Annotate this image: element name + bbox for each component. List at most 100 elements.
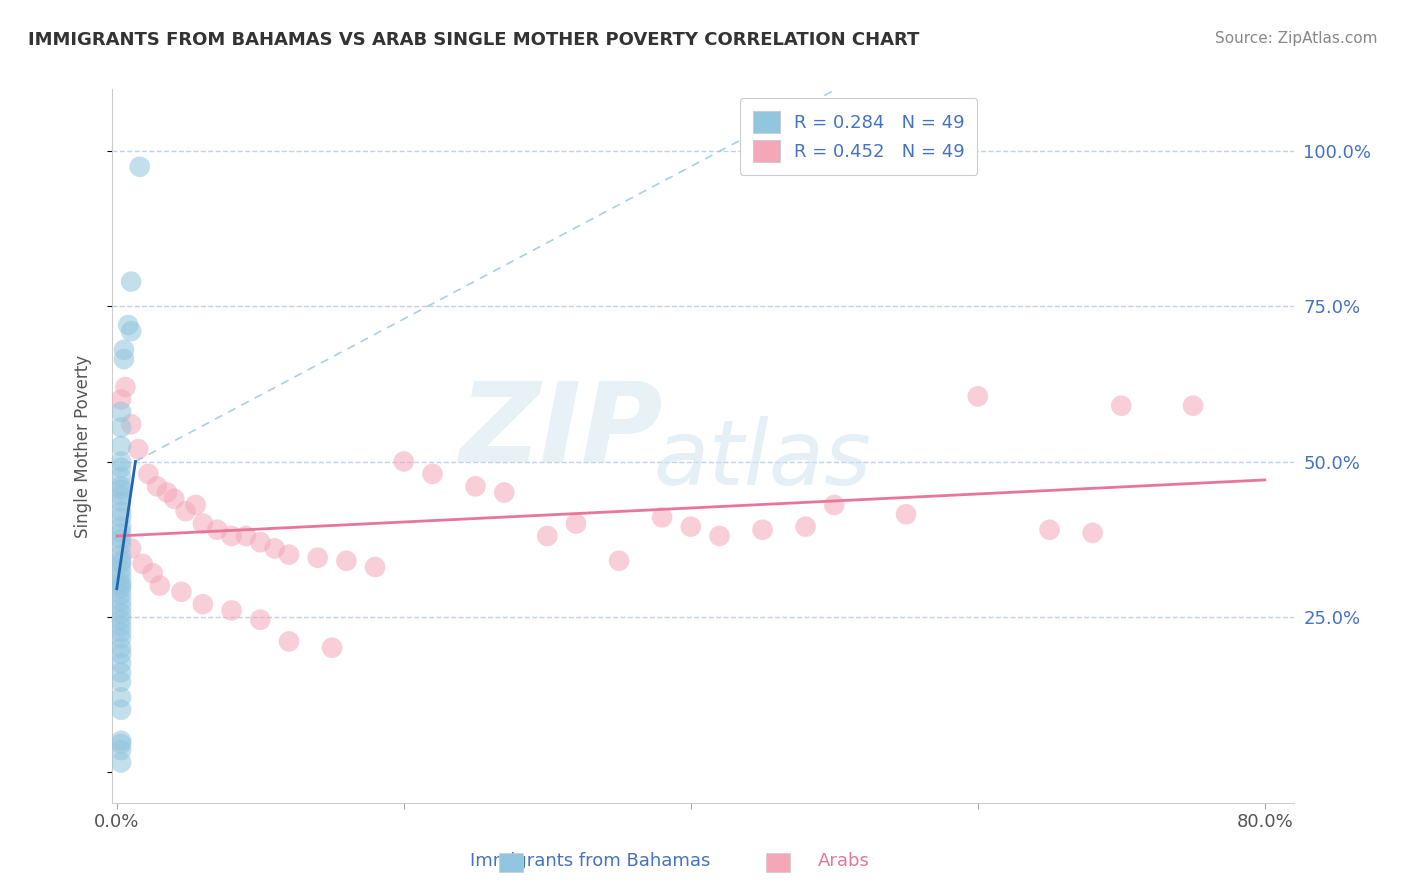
Text: ZIP: ZIP xyxy=(460,378,664,485)
Point xyxy=(607,554,630,568)
Point xyxy=(110,392,132,407)
Point xyxy=(894,508,917,522)
Point xyxy=(709,529,731,543)
Point xyxy=(1182,399,1205,413)
Point xyxy=(184,498,207,512)
Point xyxy=(1081,525,1104,540)
Point xyxy=(823,498,845,512)
Point xyxy=(207,523,229,537)
Point xyxy=(110,625,132,640)
Point xyxy=(565,516,588,531)
Point xyxy=(966,389,988,403)
Point xyxy=(1038,523,1060,537)
Point xyxy=(110,619,132,633)
Point xyxy=(249,535,271,549)
Point xyxy=(142,566,165,581)
Point xyxy=(263,541,285,556)
Point xyxy=(170,584,193,599)
Point xyxy=(110,454,132,468)
Point xyxy=(307,550,329,565)
Point xyxy=(679,519,702,533)
Point xyxy=(110,504,132,518)
Point xyxy=(110,582,132,596)
Point xyxy=(110,483,132,497)
Point xyxy=(156,485,179,500)
Point xyxy=(1111,399,1133,413)
Point xyxy=(794,519,817,533)
Point xyxy=(110,510,132,524)
Point xyxy=(138,467,160,481)
Point xyxy=(110,479,132,493)
Point xyxy=(110,600,132,615)
Point xyxy=(278,548,301,562)
Point xyxy=(392,454,415,468)
Point xyxy=(235,529,257,543)
Point xyxy=(422,467,444,481)
Point xyxy=(128,160,150,174)
Point xyxy=(494,485,516,500)
Point xyxy=(651,510,673,524)
Point xyxy=(110,495,132,509)
Point xyxy=(110,607,132,621)
Text: IMMIGRANTS FROM BAHAMAS VS ARAB SINGLE MOTHER POVERTY CORRELATION CHART: IMMIGRANTS FROM BAHAMAS VS ARAB SINGLE M… xyxy=(28,31,920,49)
Point xyxy=(110,632,132,646)
Point xyxy=(149,579,172,593)
Point xyxy=(110,703,132,717)
Text: Source: ZipAtlas.com: Source: ZipAtlas.com xyxy=(1215,31,1378,46)
Point xyxy=(221,529,243,543)
Point xyxy=(117,318,139,332)
Point xyxy=(110,640,132,655)
Point xyxy=(221,603,243,617)
Point xyxy=(114,380,136,394)
Point xyxy=(110,460,132,475)
Point xyxy=(536,529,558,543)
Point xyxy=(110,569,132,583)
Point xyxy=(249,613,271,627)
Point xyxy=(110,420,132,434)
Point xyxy=(110,737,132,751)
Point xyxy=(110,575,132,590)
Point xyxy=(110,519,132,533)
Point xyxy=(110,647,132,661)
Point xyxy=(120,275,142,289)
Point xyxy=(110,563,132,577)
Point xyxy=(110,756,132,770)
Point xyxy=(112,352,135,367)
Point xyxy=(163,491,186,506)
Point xyxy=(120,324,142,338)
Point xyxy=(174,504,197,518)
Point xyxy=(110,557,132,571)
Point xyxy=(110,613,132,627)
Text: atlas: atlas xyxy=(652,417,872,504)
Text: Immigrants from Bahamas: Immigrants from Bahamas xyxy=(471,852,710,870)
Point xyxy=(110,470,132,484)
Point xyxy=(751,523,773,537)
Point xyxy=(120,417,142,432)
Point xyxy=(191,516,214,531)
Legend: R = 0.284   N = 49, R = 0.452   N = 49: R = 0.284 N = 49, R = 0.452 N = 49 xyxy=(740,98,977,175)
Point xyxy=(110,532,132,546)
Point xyxy=(110,594,132,608)
Point xyxy=(110,733,132,747)
Point xyxy=(191,597,214,611)
Point xyxy=(110,656,132,670)
Point xyxy=(110,674,132,689)
Point xyxy=(110,489,132,503)
Point xyxy=(110,554,132,568)
Point xyxy=(464,479,486,493)
Point xyxy=(120,541,142,556)
Point xyxy=(364,560,387,574)
Point xyxy=(110,690,132,705)
Point xyxy=(146,479,169,493)
Point xyxy=(110,743,132,757)
Point xyxy=(110,588,132,602)
Point xyxy=(110,548,132,562)
Text: Arabs: Arabs xyxy=(818,852,869,870)
Point xyxy=(127,442,149,456)
Point xyxy=(110,538,132,552)
Point xyxy=(321,640,343,655)
Y-axis label: Single Mother Poverty: Single Mother Poverty xyxy=(73,354,91,538)
Point xyxy=(110,579,132,593)
Point xyxy=(112,343,135,357)
Point xyxy=(110,405,132,419)
